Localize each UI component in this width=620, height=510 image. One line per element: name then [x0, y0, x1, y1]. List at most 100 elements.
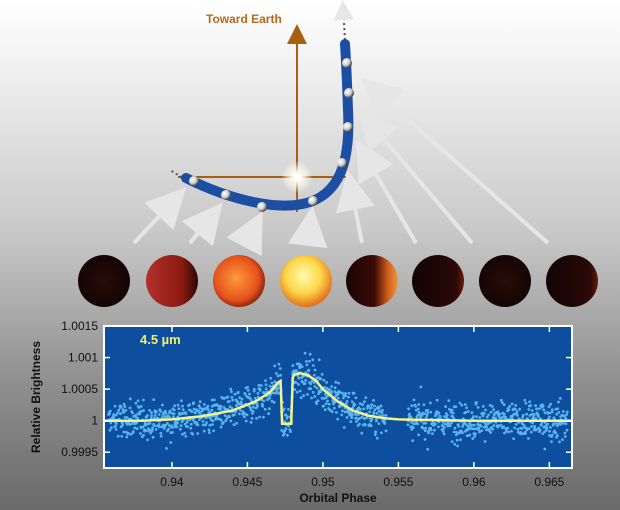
- data-point: [478, 416, 482, 419]
- data-point: [338, 390, 342, 394]
- plot-frame: [103, 325, 573, 469]
- data-point: [196, 432, 200, 435]
- data-point: [363, 400, 366, 404]
- data-point: [285, 415, 289, 418]
- orbit-diagram: [132, 0, 550, 257]
- data-point: [189, 422, 193, 426]
- data-point: [211, 423, 214, 426]
- data-point: [228, 405, 232, 408]
- data-point: [561, 438, 564, 441]
- data-point: [192, 401, 196, 405]
- data-point: [513, 426, 516, 430]
- data-point: [112, 413, 116, 416]
- data-point: [129, 432, 133, 436]
- data-point: [411, 439, 415, 442]
- data-point: [427, 431, 431, 435]
- data-point: [479, 424, 483, 428]
- data-point: [423, 412, 426, 415]
- data-point: [259, 384, 263, 387]
- data-point: [487, 413, 490, 417]
- data-point: [196, 423, 200, 427]
- data-point: [138, 412, 142, 416]
- data-point: [507, 408, 511, 412]
- data-point: [297, 376, 301, 380]
- orbit-planet: [189, 176, 199, 186]
- data-point: [375, 436, 379, 440]
- data-point: [319, 377, 323, 381]
- view-arrow: [226, 211, 263, 257]
- data-point: [499, 424, 503, 427]
- data-point: [438, 415, 442, 418]
- data-point: [192, 407, 196, 411]
- data-point: [270, 381, 274, 385]
- data-point: [354, 396, 358, 400]
- data-point: [518, 407, 521, 411]
- data-point: [183, 422, 187, 426]
- data-point: [136, 399, 140, 403]
- data-point: [194, 411, 197, 415]
- data-point: [424, 421, 428, 425]
- data-point: [153, 424, 156, 427]
- data-point: [149, 416, 153, 420]
- data-point: [565, 410, 569, 414]
- data-point: [340, 391, 344, 395]
- data-point: [154, 428, 158, 431]
- data-point: [381, 414, 385, 417]
- y-tick-label: 1.0015: [61, 319, 98, 333]
- data-point: [459, 438, 462, 442]
- data-point: [180, 399, 183, 403]
- data-point: [323, 408, 327, 412]
- data-point: [516, 427, 520, 431]
- data-point: [414, 404, 417, 408]
- data-point: [489, 410, 493, 414]
- data-point: [441, 420, 445, 424]
- view-arrow: [355, 139, 418, 245]
- data-point: [352, 391, 356, 395]
- data-point: [312, 381, 316, 384]
- data-point: [360, 431, 364, 435]
- data-point: [123, 405, 127, 408]
- data-point: [527, 408, 531, 411]
- data-point: [520, 432, 524, 436]
- data-point: [474, 432, 477, 436]
- data-point: [421, 426, 425, 430]
- data-point: [157, 423, 161, 426]
- data-point: [538, 428, 542, 432]
- x-tick-label: 0.96: [462, 475, 486, 489]
- data-point: [545, 426, 549, 430]
- view-arrow: [181, 202, 223, 247]
- data-point: [545, 428, 548, 432]
- data-point: [270, 399, 274, 403]
- data-point: [529, 404, 533, 407]
- data-point: [358, 402, 362, 406]
- data-point: [327, 402, 331, 406]
- data-point: [480, 429, 484, 432]
- data-point: [136, 416, 140, 420]
- data-point: [364, 396, 368, 399]
- data-point: [243, 392, 247, 396]
- data-point: [184, 434, 188, 438]
- data-point: [278, 367, 282, 370]
- data-point: [521, 413, 525, 417]
- x-tick-label: 0.95: [311, 475, 335, 489]
- x-axis: 0.94 0.945 0.95 0.955 0.96 0.965: [160, 326, 565, 489]
- data-point: [529, 430, 533, 434]
- data-point: [429, 410, 433, 414]
- data-point: [172, 415, 175, 419]
- data-point: [109, 421, 113, 425]
- data-point: [277, 392, 280, 395]
- data-point: [249, 421, 253, 424]
- data-point: [121, 408, 125, 412]
- data-point: [289, 430, 292, 433]
- data-point: [210, 398, 214, 402]
- data-point: [227, 400, 231, 403]
- data-point: [262, 415, 265, 419]
- data-point: [534, 404, 537, 408]
- data-point: [380, 411, 384, 415]
- data-point: [370, 417, 374, 421]
- data-point: [347, 395, 350, 399]
- data-point: [542, 408, 546, 412]
- data-point: [120, 434, 124, 438]
- data-point: [326, 394, 330, 398]
- data-point: [246, 385, 250, 389]
